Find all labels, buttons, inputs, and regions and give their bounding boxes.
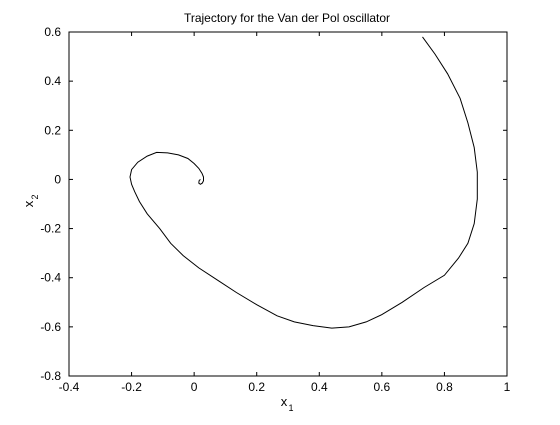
y-axis-label-base: x bbox=[21, 200, 36, 207]
y-axis-label-sub: 2 bbox=[30, 194, 40, 199]
x-tick-label: 0.6 bbox=[374, 380, 391, 394]
y-tick-label: -0.6 bbox=[40, 320, 61, 334]
y-tick-label: 0.4 bbox=[44, 74, 61, 88]
x-tick-label: 0.4 bbox=[311, 380, 328, 394]
plot-area bbox=[68, 31, 508, 377]
y-tick-label: -0.2 bbox=[40, 222, 61, 236]
y-tick-label: -0.8 bbox=[40, 369, 61, 383]
chart-title: Trajectory for the Van der Pol oscillato… bbox=[184, 11, 390, 25]
trajectory-line bbox=[129, 36, 478, 329]
y-tick-label: 0.2 bbox=[44, 123, 61, 137]
y-axis-label: x 2 bbox=[21, 194, 40, 207]
x-axis-label-sub: 1 bbox=[288, 403, 293, 413]
x-tick-label: 1 bbox=[504, 380, 511, 394]
x-axis-ticks: -0.4 -0.2 0 0.2 0.4 0.6 0.8 1 bbox=[59, 32, 511, 394]
y-tick-label: 0 bbox=[54, 172, 61, 186]
x-tick-label: -0.4 bbox=[59, 380, 80, 394]
x-tick-label: 0.2 bbox=[248, 380, 265, 394]
y-tick-label: -0.4 bbox=[40, 271, 61, 285]
x-tick-label: 0 bbox=[191, 380, 198, 394]
y-axis-ticks: -0.8 -0.6 -0.4 -0.2 0 0.2 0.4 0.6 bbox=[40, 25, 507, 383]
x-tick-label: 0.8 bbox=[436, 380, 453, 394]
y-tick-label: 0.6 bbox=[44, 25, 61, 39]
x-tick-label: -0.2 bbox=[121, 380, 142, 394]
x-axis-label-base: x bbox=[281, 394, 288, 409]
x-axis-label: x 1 bbox=[281, 394, 294, 413]
